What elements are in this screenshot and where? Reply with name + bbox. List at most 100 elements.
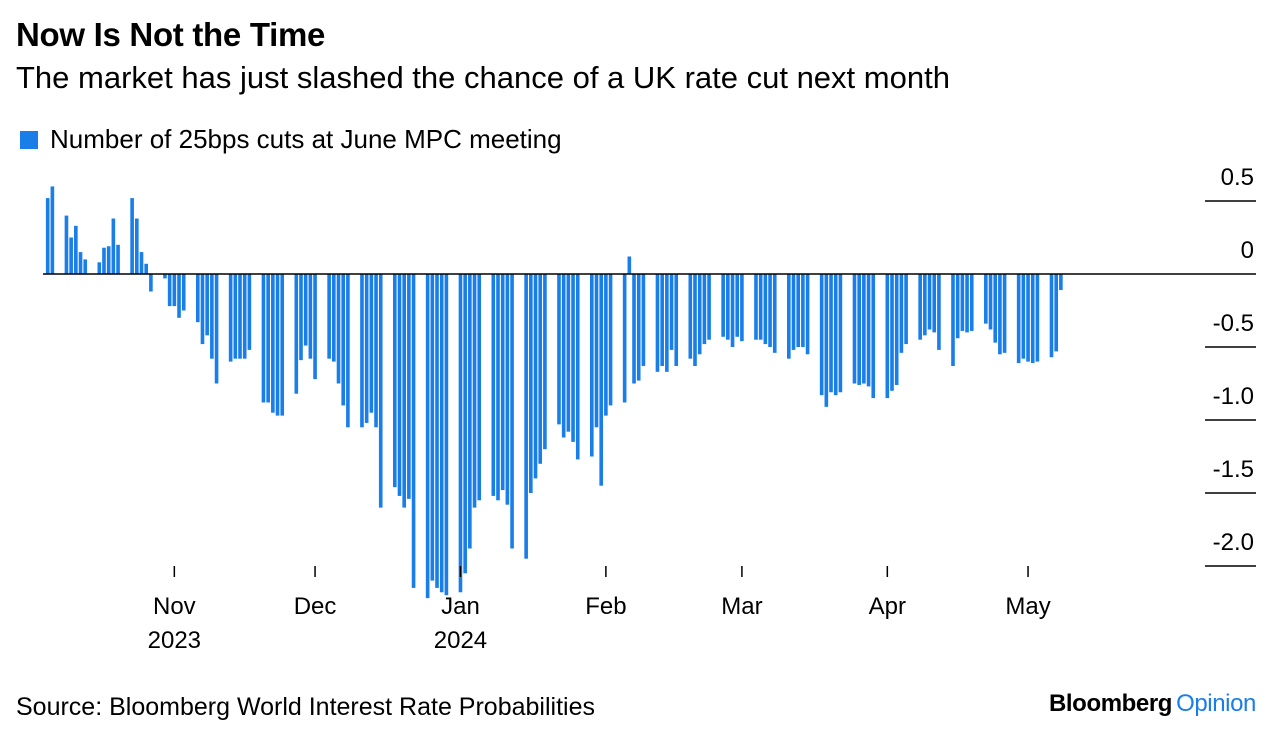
bar <box>228 274 233 362</box>
bar <box>195 274 200 323</box>
bar <box>697 274 702 355</box>
bar <box>969 274 974 331</box>
bar <box>130 198 134 274</box>
bar <box>144 263 149 274</box>
bar <box>444 274 449 596</box>
bar <box>238 274 242 359</box>
bar <box>346 274 350 428</box>
bar <box>599 274 603 486</box>
bar <box>726 274 730 340</box>
bar <box>758 274 763 340</box>
bar <box>566 274 571 432</box>
bar <box>833 274 838 396</box>
bar <box>871 274 876 399</box>
bar <box>233 274 238 359</box>
bar <box>955 274 960 339</box>
bar <box>730 274 735 347</box>
bar <box>604 274 608 416</box>
bar <box>163 274 167 279</box>
bar <box>64 215 69 274</box>
bar <box>1026 274 1030 362</box>
legend-label: Number of 25bps cuts at June MPC meeting <box>50 124 562 154</box>
bar <box>374 274 378 428</box>
chart-title: Now Is Not the Time <box>16 16 326 53</box>
x-tick-label: Nov <box>153 593 196 620</box>
bar <box>397 274 402 496</box>
bar <box>1049 274 1054 358</box>
bar <box>102 247 106 274</box>
bar <box>468 274 472 549</box>
bar <box>275 274 280 416</box>
bar <box>655 274 660 372</box>
bar <box>116 244 120 274</box>
bar <box>543 274 547 450</box>
bar <box>1030 274 1035 364</box>
brand-secondary: Opinion <box>1176 690 1256 717</box>
bar <box>688 274 693 359</box>
x-tick-label: Apr <box>869 593 906 620</box>
bar <box>266 274 270 403</box>
bar <box>402 274 406 508</box>
bar <box>425 274 430 599</box>
bar <box>791 274 796 350</box>
bar <box>819 274 824 396</box>
bar <box>702 274 707 345</box>
bar <box>561 274 566 438</box>
bar <box>303 274 308 346</box>
bar <box>866 274 871 387</box>
x-tick-label: May <box>1005 593 1050 620</box>
bar <box>247 274 252 350</box>
bar <box>984 274 988 324</box>
bar <box>796 274 801 347</box>
bar <box>608 274 613 406</box>
bar <box>829 274 833 393</box>
bar <box>500 274 505 491</box>
bar <box>505 274 510 505</box>
bar <box>674 274 679 366</box>
bar <box>918 274 922 340</box>
bar <box>557 274 561 425</box>
bar <box>636 274 641 381</box>
bar <box>341 274 346 406</box>
bar <box>533 274 538 479</box>
bar <box>1054 274 1058 352</box>
bar <box>45 198 50 274</box>
bar <box>111 218 116 274</box>
y-tick-label: 0.5 <box>1221 164 1254 191</box>
bar <box>575 274 580 460</box>
bar <box>763 274 768 345</box>
bar <box>430 274 435 581</box>
bar <box>805 274 810 355</box>
bar <box>369 274 374 413</box>
y-tick-label: -1.5 <box>1213 456 1254 483</box>
y-tick-label: -0.5 <box>1213 310 1254 337</box>
bar <box>641 274 646 366</box>
x-tick-year-label: 2023 <box>148 627 201 654</box>
bar <box>669 274 674 350</box>
source-note: Source: Bloomberg World Interest Rate Pr… <box>16 693 595 721</box>
bar <box>1059 274 1063 291</box>
bar <box>885 274 890 399</box>
bar <box>411 274 416 588</box>
bar <box>139 252 144 274</box>
x-tick-label: Feb <box>585 593 626 620</box>
bar <box>927 274 932 330</box>
bar <box>529 274 533 493</box>
bar <box>932 274 937 333</box>
bar <box>707 274 711 340</box>
bar <box>622 274 627 403</box>
bar <box>632 274 636 384</box>
bar <box>1016 274 1021 364</box>
bar <box>491 274 496 496</box>
x-tick-label: Jan <box>441 593 480 620</box>
bar <box>772 274 777 353</box>
bar <box>899 274 904 353</box>
bar <box>923 274 927 336</box>
y-tick-label: -1.0 <box>1213 383 1254 410</box>
bar <box>299 274 303 361</box>
brand-primary: Bloomberg <box>1048 690 1173 717</box>
bar <box>510 274 514 549</box>
bar <box>364 274 369 423</box>
y-tick-label: 0 <box>1241 237 1254 264</box>
bar <box>998 274 1002 355</box>
